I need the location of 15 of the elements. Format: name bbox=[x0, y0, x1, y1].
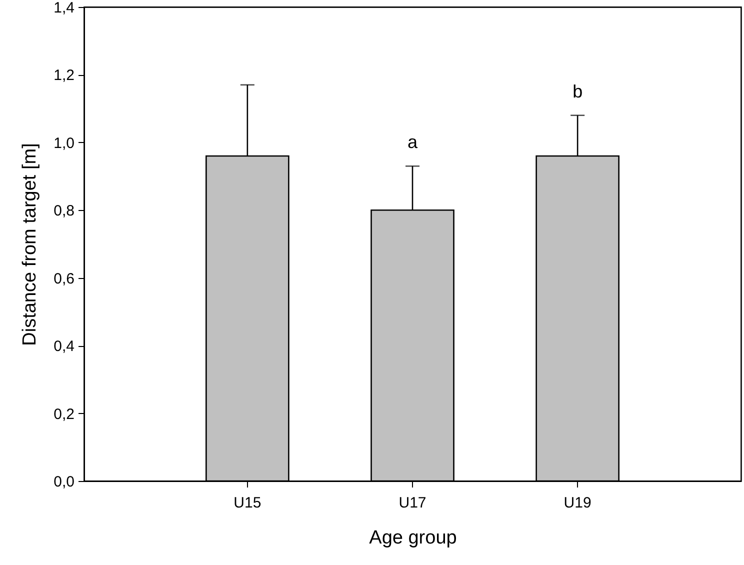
x-axis-title: Age group bbox=[369, 528, 457, 548]
x-tick-label: U15 bbox=[234, 494, 262, 512]
y-tick-label: 0,6 bbox=[54, 270, 74, 288]
x-tick-label: U19 bbox=[564, 494, 592, 512]
x-tick-label: U17 bbox=[398, 494, 426, 512]
y-tick-label: 1,2 bbox=[54, 67, 74, 84]
y-tick-label: 1,0 bbox=[54, 134, 74, 152]
y-tick-label: 1,4 bbox=[54, 0, 74, 16]
y-tick-label: 0,2 bbox=[54, 406, 74, 423]
y-tick-label: 0,4 bbox=[54, 338, 74, 356]
y-tick-label: 0,8 bbox=[54, 202, 74, 220]
y-axis-title: Distance from target [m] bbox=[20, 143, 41, 346]
annotation: a bbox=[407, 132, 418, 152]
y-tick-label: 0,0 bbox=[54, 474, 74, 490]
annotation: b bbox=[572, 81, 583, 102]
